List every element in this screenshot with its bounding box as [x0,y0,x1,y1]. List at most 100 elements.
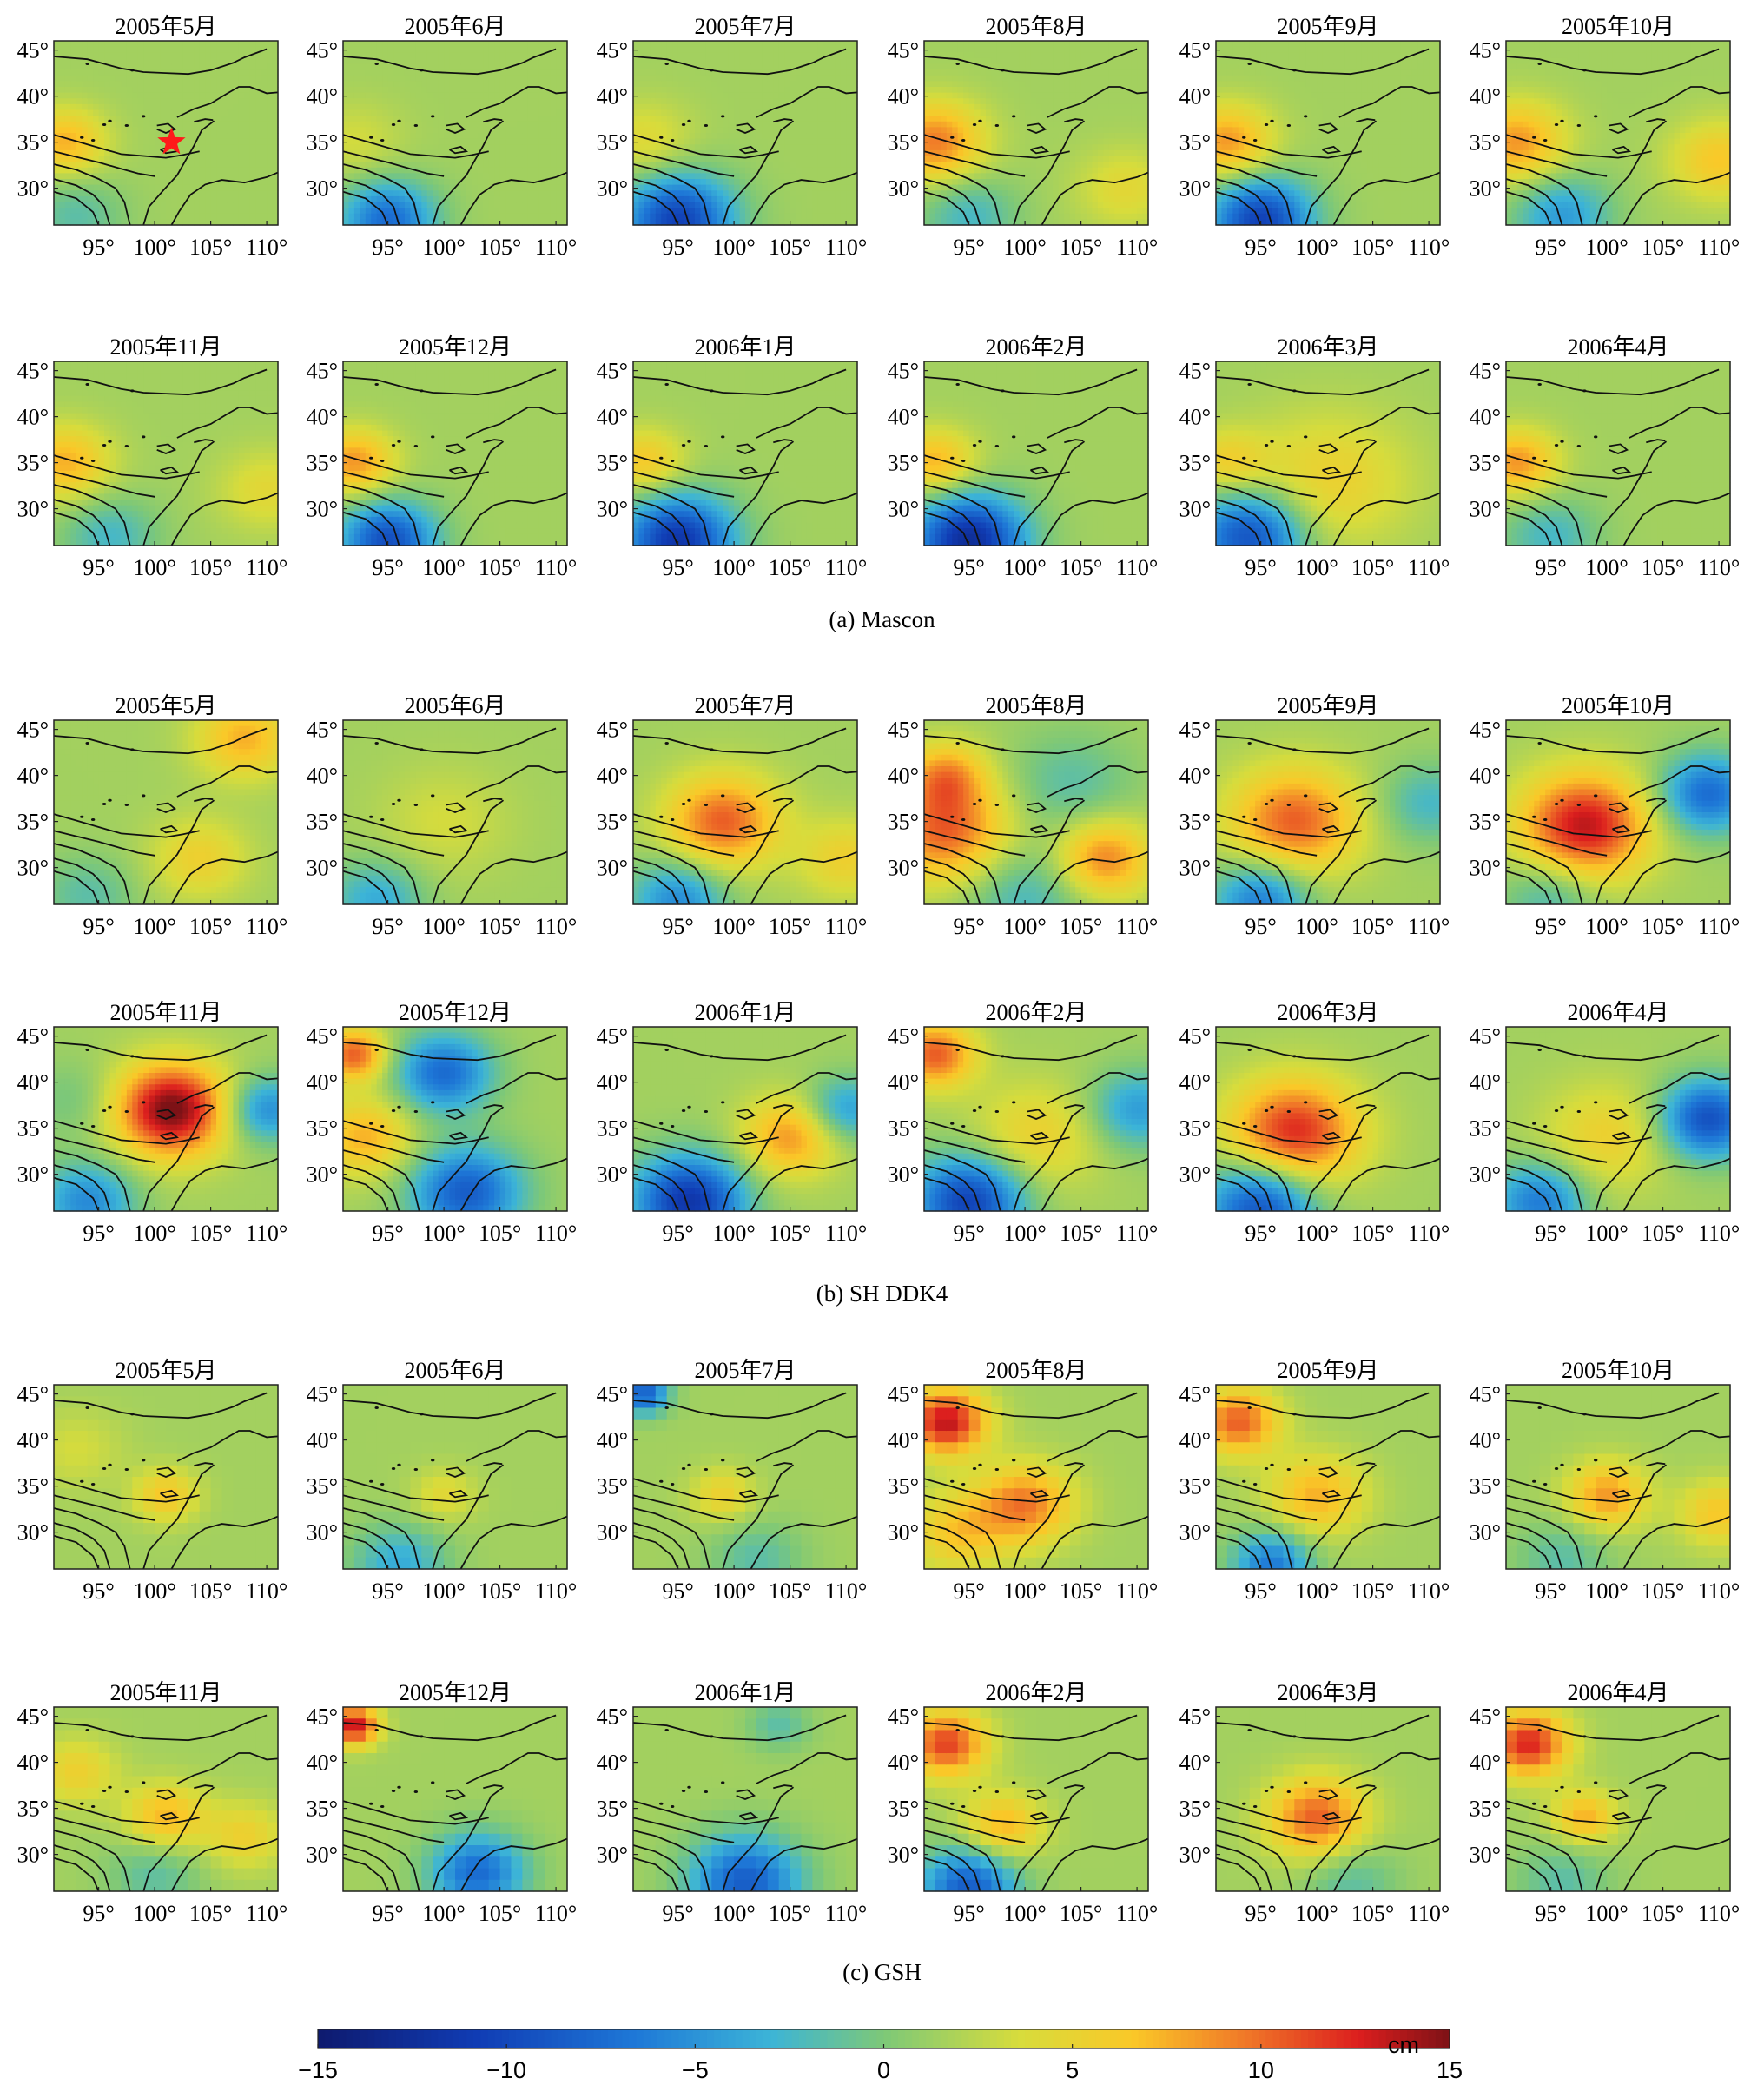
heat-cell [82,162,88,168]
heat-cell [82,104,88,110]
heat-cell [76,162,83,168]
heat-cell [76,116,83,122]
heat-cell [149,52,155,58]
heat-cell [211,93,217,99]
heat-cell [70,69,76,76]
heat-cell [104,173,110,179]
heat-cell [171,104,177,110]
heat-cell [188,52,195,58]
heat-cell [166,98,172,104]
heat-cell [194,64,200,70]
heat-cell [166,104,172,110]
heat-cell [70,208,76,214]
heat-cell [143,93,149,99]
heat-cell [182,98,188,104]
heat-cell [127,41,133,47]
heat-cell [70,144,76,150]
heat-cell [54,104,60,110]
heat-cell [194,202,200,208]
heat-cell [99,64,105,70]
heat-cell [65,202,71,208]
heat-cell [138,127,144,133]
heat-cell [70,47,76,53]
heat-cell [177,127,183,133]
heat-cell [149,122,155,128]
heat-cell [132,196,138,202]
heat-cell [121,41,127,47]
heat-cell [182,185,188,191]
heat-cell [76,98,83,104]
heat-cell [166,116,172,122]
heat-cell [88,104,94,110]
heat-cell [116,144,122,150]
heat-cell [132,133,138,139]
heat-cell [59,116,65,122]
heat-cell [138,87,144,93]
heat-cell [121,162,127,168]
heat-cell [194,168,200,174]
heat-cell [205,190,211,196]
heat-cell [70,122,76,128]
heat-cell [138,139,144,145]
heat-cell [88,52,94,58]
heat-cell [161,202,167,208]
heat-cell [211,76,217,82]
heat-cell [138,214,144,220]
heat-cell [161,214,167,220]
heat-cell [177,98,183,104]
heat-cell [104,133,110,139]
heat-cell [93,116,99,122]
heat-cell [188,133,195,139]
heat-cell [88,127,94,133]
heat-cell [82,81,88,87]
heat-cell [65,127,71,133]
heat-cell [70,64,76,70]
heat-cell [171,47,177,53]
heat-cell [70,116,76,122]
heat-cell [155,202,161,208]
heat-cell [138,202,144,208]
heat-cell [200,52,206,58]
heat-cell [200,144,206,150]
heat-cell [88,47,94,53]
heat-cell [54,144,60,150]
heat-cell [76,190,83,196]
heat-cell [149,214,155,220]
heat-cell [99,116,105,122]
heat-cell [93,185,99,191]
heat-cell [194,156,200,162]
heat-cell [82,116,88,122]
heat-cell [65,156,71,162]
heat-cell [132,179,138,185]
heat-cell [171,76,177,82]
heat-cell [188,116,195,122]
heat-cell [188,139,195,145]
heat-cell [194,47,200,53]
heat-cell [127,81,133,87]
heat-cell [132,81,138,87]
heat-cell [155,168,161,174]
heat-cell [99,110,105,116]
heat-cell [200,173,206,179]
heat-cell [149,139,155,145]
heat-cell [177,93,183,99]
heat-cell [54,208,60,214]
heat-cell [93,127,99,133]
heat-cell [149,179,155,185]
heat-cell [121,93,127,99]
heat-cell [82,69,88,76]
heat-cell [127,127,133,133]
heat-cell [138,156,144,162]
heat-cell [59,69,65,76]
heat-cell [127,162,133,168]
heat-cell [110,52,116,58]
heat-cell [76,150,83,156]
heat-cell [194,173,200,179]
heat-cell [99,98,105,104]
heat-cell [155,179,161,185]
heat-cell [155,58,161,64]
heat-cell [93,47,99,53]
heat-cell [121,104,127,110]
heat-cell [76,208,83,214]
heat-cell [155,104,161,110]
